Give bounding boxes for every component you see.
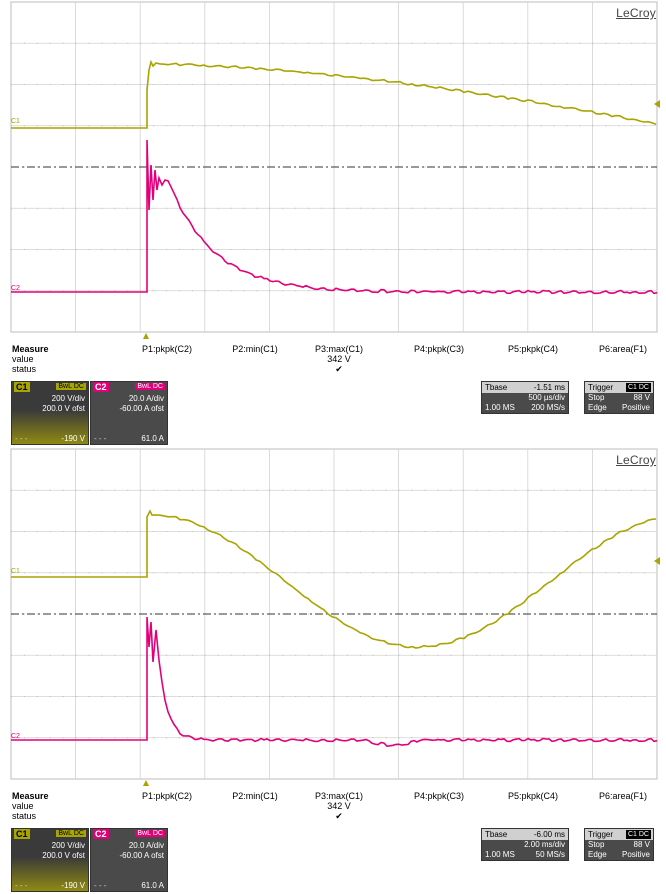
- ch1-offset: 200.0 V ofst: [42, 404, 85, 413]
- ch1-descriptor-box[interactable]: C1 BwL DC 200 V/div 200.0 V ofst - - - -1…: [11, 381, 89, 445]
- param-p3[interactable]: P3:max(C1): [314, 791, 363, 801]
- ch1-bandwidth-badge: BwL: [56, 830, 74, 837]
- timebase-rate: 50 MS/s: [535, 850, 565, 859]
- timebase-box[interactable]: Tbase -1.51 ms 500 µs/div 1.00 MS 200 MS/s: [481, 381, 569, 414]
- trigger-type: Edge: [588, 850, 607, 859]
- ch1-box-name: C1: [14, 382, 30, 392]
- ch1-vdiv: 200 V/div: [51, 394, 85, 403]
- ch1-marker: C1: [11, 118, 20, 125]
- measure-row-value: value: [12, 801, 34, 811]
- timebase-tdiv: 2.00 ms/div: [524, 840, 565, 849]
- trigger-position-marker: [143, 780, 149, 786]
- trigger-level: 88 V: [633, 393, 650, 402]
- ch1-descriptor-box[interactable]: C1 BwL DC 200 V/div 200.0 V ofst - - - -1…: [11, 828, 89, 892]
- brand-logo: LeCroy: [616, 6, 656, 20]
- timebase-label: Tbase: [485, 383, 508, 392]
- ch1-vdiv: 200 V/div: [51, 841, 85, 850]
- trigger-slope: Positive: [621, 850, 650, 859]
- brand-logo: LeCroy: [616, 453, 656, 467]
- measure-title[interactable]: Measure: [12, 791, 49, 801]
- param-p5[interactable]: P5:pkpk(C4): [507, 791, 559, 801]
- param-p6[interactable]: P6:area(F1): [598, 344, 648, 354]
- trigger-position-marker: [143, 333, 149, 339]
- ch1-coupling-badge: DC: [71, 830, 86, 837]
- param-p3[interactable]: P3:max(C1): [314, 344, 363, 354]
- timebase-rate: 200 MS/s: [531, 403, 565, 412]
- waveform-display: [10, 1, 660, 339]
- timebase-delay: -6.00 ms: [533, 830, 565, 839]
- ch2-box-name: C2: [93, 382, 109, 392]
- trigger-label: Trigger: [588, 830, 614, 839]
- trigger-mode: Stop: [588, 840, 605, 849]
- timebase-tdiv: 500 µs/div: [528, 393, 565, 402]
- waveform-display: [10, 448, 660, 786]
- param-p2[interactable]: P2:min(C1): [232, 791, 278, 801]
- measure-table: Measure value status P1:pkpk(C2) P2:min(…: [0, 340, 666, 380]
- ch1-bottom-value: -190 V: [61, 434, 85, 443]
- ch2-waveform: [11, 616, 658, 748]
- trigger-level: 88 V: [633, 840, 650, 849]
- scope-screen-top: LeCroy C1 C2 Measure value status P1:pkp…: [0, 1, 666, 445]
- ch1-bottom-value: -190 V: [61, 881, 85, 890]
- measure-title[interactable]: Measure: [12, 344, 49, 354]
- param-p4[interactable]: P4:pkpk(C3): [413, 791, 465, 801]
- trigger-level-marker: [654, 557, 660, 565]
- ch2-waveform: [11, 139, 658, 295]
- measure-row-status: status: [12, 811, 37, 821]
- ch2-coupling-badge: DC: [150, 830, 165, 837]
- ch1-offset: 200.0 V ofst: [42, 851, 85, 860]
- param-p2[interactable]: P2:min(C1): [232, 344, 278, 354]
- param-p3-value: 342 V: [327, 801, 351, 811]
- ch2-bottom-value: 61.0 A: [141, 881, 164, 890]
- measure-table: Measure value status P1:pkpk(C2) P2:min(…: [0, 787, 666, 827]
- measure-row-status: status: [12, 364, 37, 374]
- param-p3-status-icon: ✔: [335, 811, 343, 821]
- trigger-label: Trigger: [588, 383, 614, 392]
- trigger-type: Edge: [588, 403, 607, 412]
- param-p4[interactable]: P4:pkpk(C3): [413, 344, 465, 354]
- ch1-waveform: [11, 59, 657, 129]
- param-p6[interactable]: P6:area(F1): [598, 791, 648, 801]
- trigger-slope: Positive: [621, 403, 650, 412]
- ch2-bandwidth-badge: BwL: [135, 830, 153, 837]
- trigger-box[interactable]: Trigger C1 DC Stop 88 V Edge Positive: [584, 381, 654, 414]
- param-p5[interactable]: P5:pkpk(C4): [507, 344, 559, 354]
- graticule: [10, 1, 658, 333]
- param-p1[interactable]: P1:pkpk(C2): [141, 791, 193, 801]
- param-p3-status-icon: ✔: [335, 364, 343, 374]
- timebase-samples: 1.00 MS: [485, 403, 515, 412]
- trigger-source: C1 DC: [625, 383, 651, 392]
- trigger-source: C1 DC: [625, 830, 651, 839]
- ch2-bandwidth-badge: BwL: [135, 383, 153, 390]
- ch1-box-name: C1: [14, 829, 30, 839]
- timebase-label: Tbase: [485, 830, 508, 839]
- ch2-bottom-value: 61.0 A: [141, 434, 164, 443]
- ch1-coupling-badge: DC: [71, 383, 86, 390]
- ch1-marker: C1: [11, 568, 20, 575]
- measure-row-value: value: [12, 354, 34, 364]
- ch2-descriptor-box[interactable]: C2 BwL DC 20.0 A/div -60.00 A ofst - - -…: [90, 828, 168, 892]
- ch2-marker: C2: [11, 285, 20, 292]
- ch2-marker: C2: [11, 733, 20, 740]
- param-p1[interactable]: P1:pkpk(C2): [141, 344, 193, 354]
- timebase-samples: 1.00 MS: [485, 850, 515, 859]
- timebase-delay: -1.51 ms: [533, 383, 565, 392]
- ch1-waveform: [11, 509, 657, 649]
- ch2-vdiv: 20.0 A/div: [128, 394, 164, 403]
- ch2-offset: -60.00 A ofst: [119, 404, 164, 413]
- param-p3-value: 342 V: [327, 354, 351, 364]
- scope-screen-bottom: LeCroy C1 C2 Measure value status P1:pkp…: [0, 447, 666, 894]
- ch2-descriptor-box[interactable]: C2 BwL DC 20.0 A/div -60.00 A ofst - - -…: [90, 381, 168, 445]
- ch2-vdiv: 20.0 A/div: [128, 841, 164, 850]
- timebase-box[interactable]: Tbase -6.00 ms 2.00 ms/div 1.00 MS 50 MS/s: [481, 828, 569, 861]
- ch2-offset: -60.00 A ofst: [119, 851, 164, 860]
- ch2-box-name: C2: [93, 829, 109, 839]
- ch2-coupling-badge: DC: [150, 383, 165, 390]
- trigger-box[interactable]: Trigger C1 DC Stop 88 V Edge Positive: [584, 828, 654, 861]
- ch1-bandwidth-badge: BwL: [56, 383, 74, 390]
- trigger-mode: Stop: [588, 393, 605, 402]
- trigger-level-marker: [654, 100, 660, 108]
